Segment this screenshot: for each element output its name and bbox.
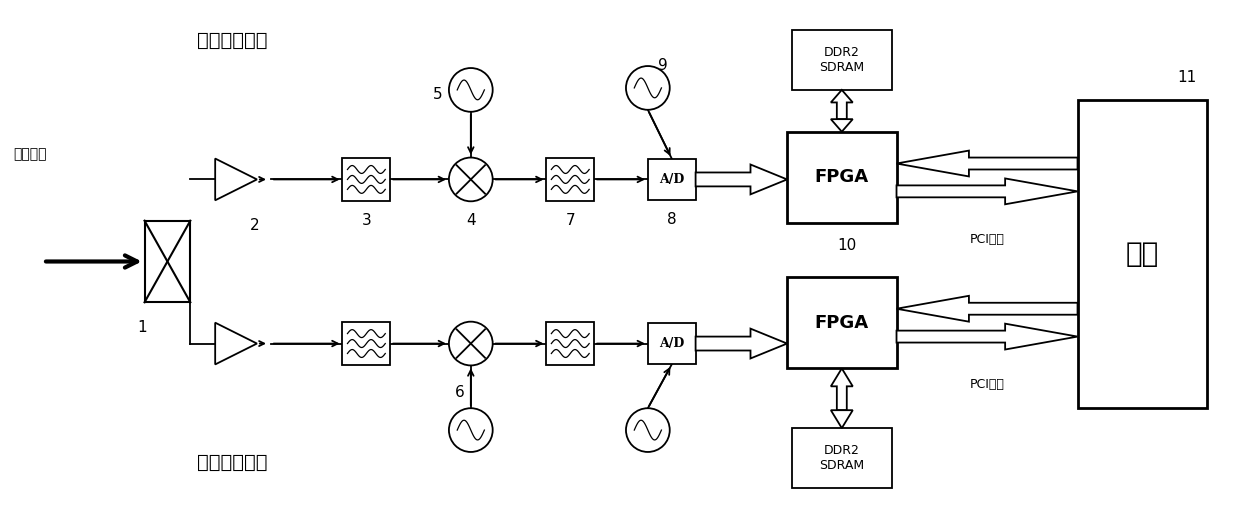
Text: 9: 9 (657, 58, 667, 73)
Bar (342, 158, 391, 201)
Text: 1: 1 (138, 320, 148, 335)
Text: 5: 5 (433, 87, 443, 102)
Circle shape (626, 66, 670, 110)
Text: DDR2
SDRAM: DDR2 SDRAM (820, 46, 864, 74)
Text: 主机: 主机 (1126, 240, 1159, 268)
Bar (787, 277, 897, 368)
Polygon shape (897, 324, 1078, 349)
Circle shape (626, 408, 670, 452)
Text: 4: 4 (466, 213, 476, 228)
Text: 8: 8 (667, 212, 677, 227)
Bar (792, 30, 892, 90)
Polygon shape (897, 151, 1078, 176)
Text: A/D: A/D (660, 337, 684, 350)
Polygon shape (897, 179, 1078, 204)
Text: 第二信号通道: 第二信号通道 (197, 454, 268, 472)
Bar (787, 132, 897, 223)
Polygon shape (696, 329, 787, 359)
Bar (647, 323, 696, 364)
Polygon shape (897, 296, 1078, 322)
Text: FPGA: FPGA (815, 313, 869, 332)
Circle shape (449, 408, 492, 452)
Bar (342, 322, 391, 365)
Text: PCI接口: PCI接口 (970, 233, 1004, 246)
Bar (647, 158, 696, 200)
Text: FPGA: FPGA (815, 169, 869, 186)
Text: PCI接口: PCI接口 (970, 378, 1004, 391)
Polygon shape (831, 90, 853, 119)
Text: DDR2
SDRAM: DDR2 SDRAM (820, 444, 864, 472)
Polygon shape (696, 165, 787, 194)
Text: 2: 2 (250, 218, 259, 233)
Bar (547, 158, 594, 201)
Text: 11: 11 (1177, 70, 1197, 85)
Text: 信号输入: 信号输入 (14, 147, 47, 161)
Bar (1078, 100, 1207, 408)
Text: 7: 7 (565, 213, 575, 228)
Text: 6: 6 (455, 385, 465, 400)
Circle shape (449, 158, 492, 201)
Text: A/D: A/D (660, 173, 684, 186)
Bar (792, 428, 892, 488)
Text: 10: 10 (837, 238, 857, 253)
Polygon shape (216, 158, 257, 200)
Bar (547, 322, 594, 365)
Circle shape (449, 322, 492, 365)
Polygon shape (831, 410, 853, 428)
Polygon shape (831, 119, 853, 132)
Text: 第一信号通道: 第一信号通道 (197, 31, 268, 50)
Text: 3: 3 (362, 213, 371, 228)
Polygon shape (216, 323, 257, 364)
Bar (145, 221, 190, 302)
Polygon shape (831, 368, 853, 410)
Circle shape (449, 68, 492, 112)
